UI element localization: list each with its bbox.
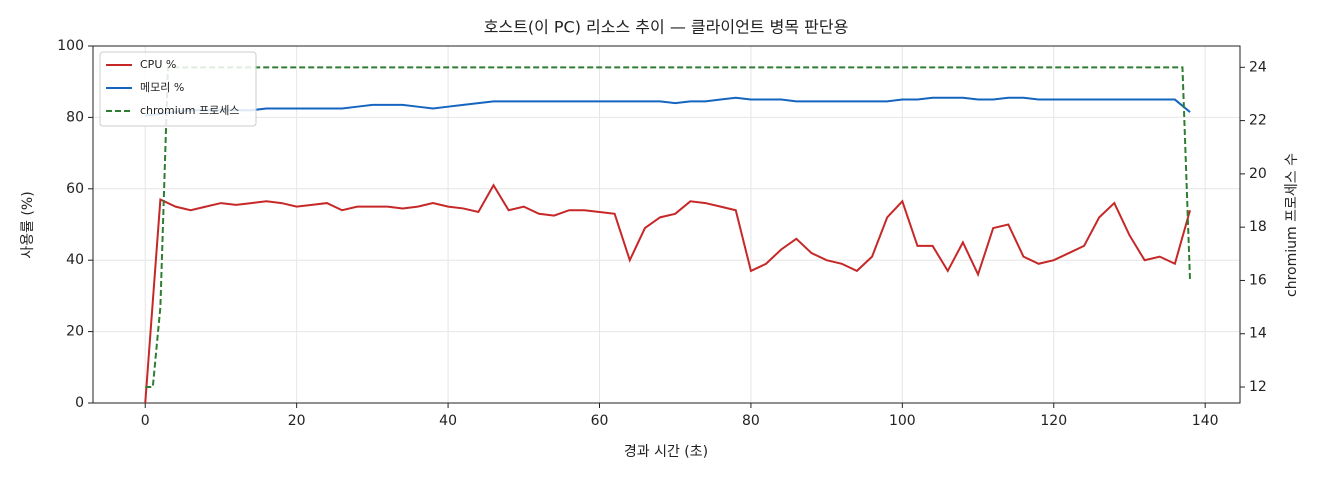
- x-axis-label: 경과 시간 (초): [624, 444, 708, 460]
- x-tick-label: 0: [141, 413, 150, 429]
- legend-label: 메모리 %: [140, 81, 184, 94]
- y2-tick-label: 24: [1249, 59, 1267, 75]
- y-tick-label: 20: [66, 324, 84, 340]
- series-line: [145, 66, 1192, 389]
- y-tick-label: 40: [66, 252, 84, 268]
- x-tick-label: 60: [591, 413, 609, 429]
- y2-tick-label: 12: [1249, 379, 1267, 395]
- y-tick-label: 60: [66, 181, 84, 197]
- legend-box: [99, 51, 257, 127]
- x-tick-label: 40: [439, 413, 457, 429]
- chart-title: 호스트(이 PC) 리소스 추이 — 클라이언트 병목 판단용: [484, 18, 849, 37]
- x-tick-label: 20: [288, 413, 306, 429]
- legend-label: CPU %: [140, 58, 176, 71]
- y2-tick-label: 18: [1249, 219, 1267, 235]
- y-tick-label: 80: [66, 109, 84, 125]
- y2-axis-label: chromium 프로세스 수: [1284, 153, 1300, 297]
- series-line: [144, 183, 1191, 404]
- legend-label: chromium 프로세스: [140, 104, 239, 117]
- plot-frame: [92, 45, 1241, 404]
- x-tick-label: 120: [1040, 413, 1067, 429]
- y2-tick-label: 22: [1249, 113, 1267, 129]
- x-tick-label: 100: [889, 413, 916, 429]
- y2-tick-label: 16: [1249, 272, 1267, 288]
- x-tick-label: 140: [1192, 413, 1219, 429]
- series-line: [145, 96, 1191, 117]
- x-tick-label: 80: [742, 413, 760, 429]
- y2-tick-label: 14: [1249, 326, 1267, 342]
- y2-tick-label: 20: [1249, 166, 1267, 182]
- y-axis-label: 사용률 (%): [20, 191, 36, 258]
- y-tick-label: 0: [75, 395, 84, 411]
- y-tick-label: 100: [57, 38, 84, 54]
